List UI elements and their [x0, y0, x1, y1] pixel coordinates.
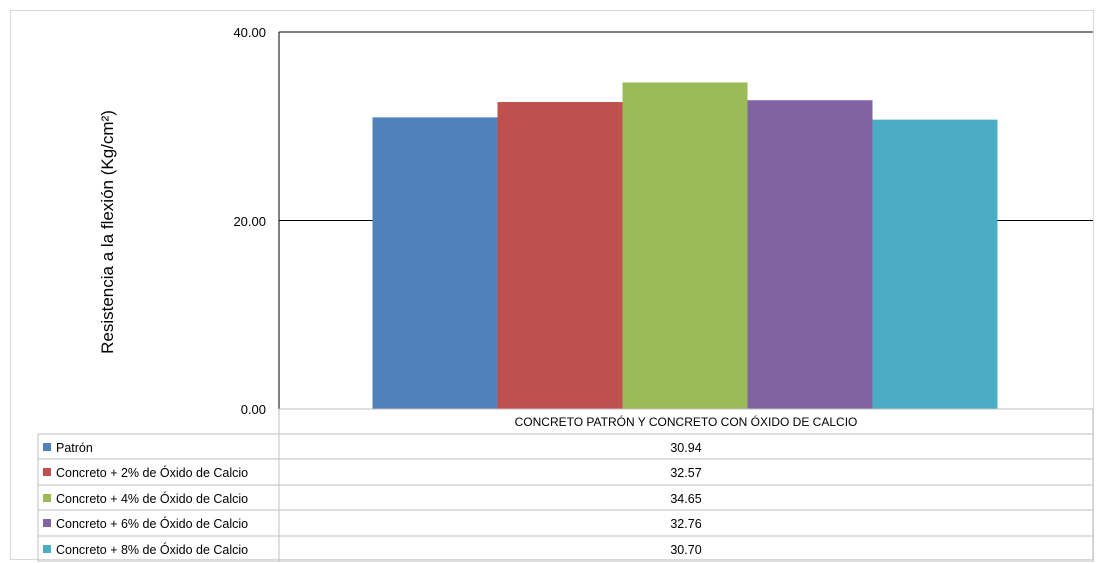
- legend-swatch: [43, 519, 51, 527]
- bar: [622, 82, 748, 409]
- bar: [372, 117, 498, 409]
- y-tick-label: 20.00: [233, 214, 266, 229]
- bar: [747, 100, 873, 409]
- legend-swatch: [43, 468, 51, 476]
- legend-swatch: [43, 443, 51, 451]
- legend-label: Concreto + 4% de Óxido de Calcio: [56, 491, 248, 506]
- legend-swatch: [43, 494, 51, 502]
- data-value: 34.65: [670, 492, 701, 506]
- legend-label: Concreto + 6% de Óxido de Calcio: [56, 516, 248, 531]
- chart-frame: [10, 10, 1094, 560]
- bar: [872, 119, 998, 409]
- y-tick-label: 0.00: [241, 402, 266, 417]
- data-value: 32.57: [670, 466, 701, 480]
- data-value: 30.94: [670, 441, 701, 455]
- legend-label: Concreto + 2% de Óxido de Calcio: [56, 465, 248, 480]
- legend-label: Patrón: [56, 441, 93, 455]
- data-value: 32.76: [670, 517, 701, 531]
- category-label: CONCRETO PATRÓN Y CONCRETO CON ÓXIDO DE …: [515, 414, 858, 429]
- legend-label: Concreto + 8% de Óxido de Calcio: [56, 542, 248, 557]
- data-table: CONCRETO PATRÓN Y CONCRETO CON ÓXIDO DE …: [37, 408, 1094, 562]
- legend-swatch: [43, 545, 51, 553]
- data-value: 30.70: [670, 543, 701, 557]
- y-tick-label: 40.00: [233, 25, 266, 40]
- bar: [497, 102, 623, 410]
- y-axis-title: Resistencia a la flexión (Kg/cm²): [98, 110, 117, 354]
- bars: [372, 82, 998, 410]
